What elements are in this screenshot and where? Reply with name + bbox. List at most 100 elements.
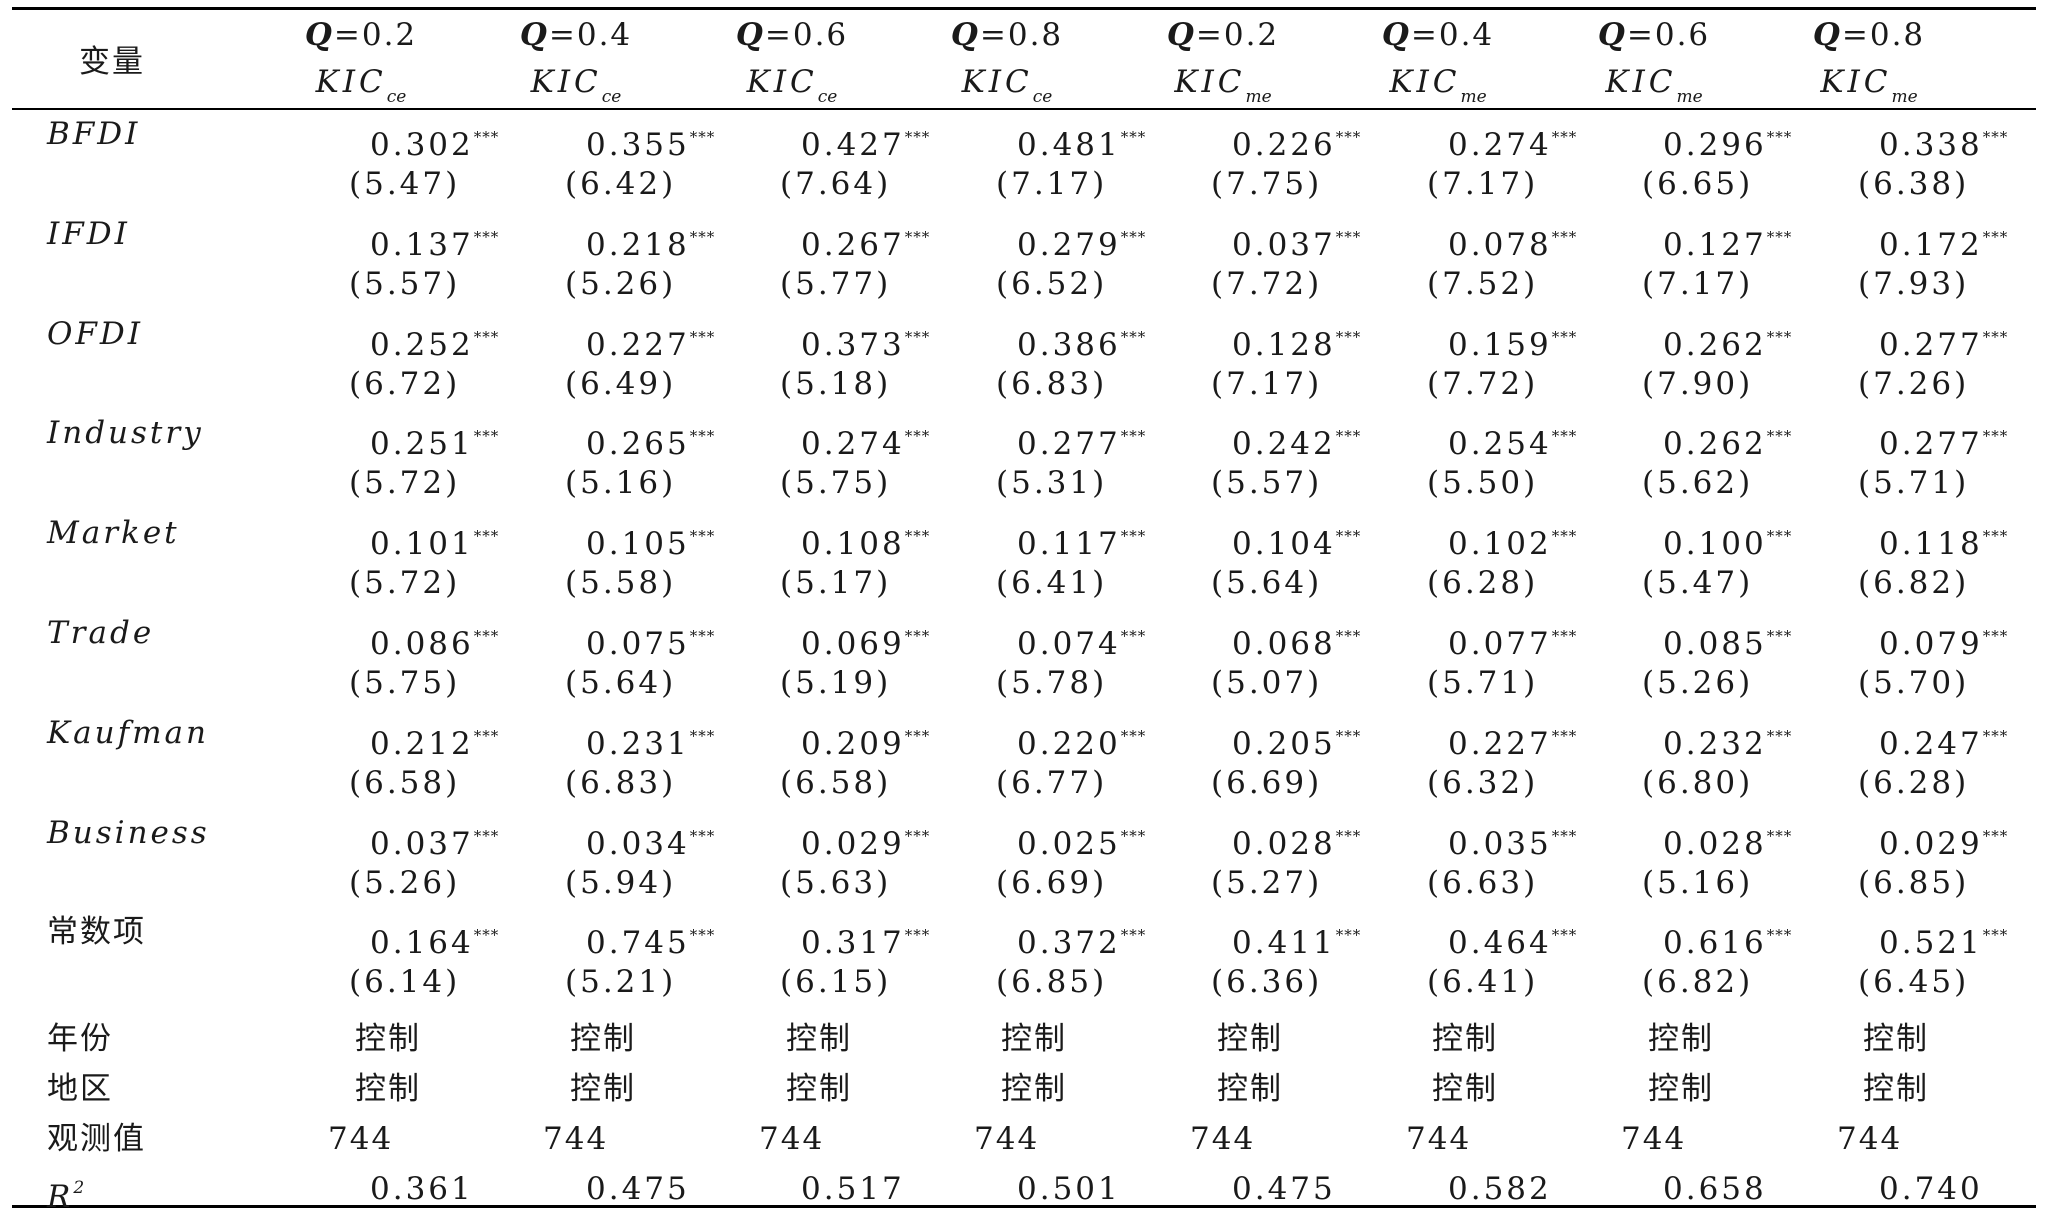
significance-stars: *** bbox=[689, 926, 716, 944]
t-statistic: (6.41) bbox=[1427, 964, 1539, 1000]
coefficient: 0.118*** bbox=[1879, 518, 2008, 562]
variable-label: 常数项 bbox=[47, 914, 146, 950]
coefficient: 0.108*** bbox=[801, 518, 930, 562]
observations-value: 744 bbox=[328, 1121, 394, 1157]
header-kic: KICme bbox=[1174, 64, 1271, 115]
r-squared-value: 0.475 bbox=[1232, 1171, 1336, 1207]
coefficient-value: 0.085 bbox=[1663, 626, 1767, 662]
observations-label: 观测值 bbox=[47, 1121, 146, 1157]
coefficient-value: 0.078 bbox=[1448, 227, 1552, 263]
quantile-value: =0.2 bbox=[333, 17, 418, 53]
coefficient: 0.267*** bbox=[801, 219, 930, 263]
variable-label: IFDI bbox=[47, 216, 130, 252]
t-statistic: (6.58) bbox=[780, 765, 892, 801]
significance-stars: *** bbox=[473, 727, 500, 745]
control-indicator: 控制 bbox=[570, 1021, 636, 1057]
observations-value: 744 bbox=[759, 1121, 825, 1157]
significance-stars: *** bbox=[1551, 427, 1578, 445]
t-statistic: (7.75) bbox=[1211, 166, 1323, 202]
significance-stars: *** bbox=[1120, 627, 1147, 645]
coefficient-value: 0.277 bbox=[1879, 426, 1983, 462]
coefficient: 0.227*** bbox=[1448, 718, 1577, 762]
control-indicator: 控制 bbox=[1217, 1071, 1283, 1107]
kic-subscript: ce bbox=[601, 87, 622, 107]
significance-stars: *** bbox=[1551, 827, 1578, 845]
control-indicator: 控制 bbox=[1863, 1021, 1929, 1057]
significance-stars: *** bbox=[689, 627, 716, 645]
coefficient-value: 0.137 bbox=[370, 227, 474, 263]
r-squared-value: 0.658 bbox=[1663, 1171, 1767, 1207]
header-quantile: Q=0.8 bbox=[1813, 17, 1925, 53]
t-statistic: (6.15) bbox=[780, 964, 892, 1000]
coefficient-value: 0.296 bbox=[1663, 127, 1767, 163]
significance-stars: *** bbox=[904, 228, 931, 246]
coefficient-value: 0.317 bbox=[801, 925, 905, 961]
significance-stars: *** bbox=[1335, 627, 1362, 645]
t-statistic: (6.14) bbox=[349, 964, 461, 1000]
coefficient: 0.481*** bbox=[1017, 119, 1146, 163]
coefficient: 0.296*** bbox=[1663, 119, 1792, 163]
control-indicator: 控制 bbox=[355, 1021, 421, 1057]
t-statistic: (6.36) bbox=[1211, 964, 1323, 1000]
quantile-symbol: Q bbox=[304, 17, 334, 53]
coefficient-value: 0.079 bbox=[1879, 626, 1983, 662]
observations-value: 744 bbox=[1837, 1121, 1903, 1157]
t-statistic: (5.21) bbox=[565, 964, 677, 1000]
significance-stars: *** bbox=[1982, 627, 2009, 645]
t-statistic: (7.72) bbox=[1211, 266, 1323, 302]
coefficient-value: 0.159 bbox=[1448, 327, 1552, 363]
coefficient: 0.254*** bbox=[1448, 418, 1577, 462]
coefficient-value: 0.251 bbox=[370, 426, 474, 462]
coefficient-value: 0.172 bbox=[1879, 227, 1983, 263]
coefficient: 0.075*** bbox=[586, 618, 715, 662]
t-statistic: (7.17) bbox=[1211, 366, 1323, 402]
t-statistic: (7.17) bbox=[1427, 166, 1539, 202]
coefficient-value: 0.262 bbox=[1663, 426, 1767, 462]
significance-stars: *** bbox=[1982, 926, 2009, 944]
coefficient: 0.069*** bbox=[801, 618, 930, 662]
t-statistic: (5.78) bbox=[996, 665, 1108, 701]
quantile-symbol: Q bbox=[1166, 17, 1196, 53]
coefficient-value: 0.218 bbox=[586, 227, 690, 263]
coefficient: 0.028*** bbox=[1232, 818, 1361, 862]
significance-stars: *** bbox=[1551, 926, 1578, 944]
significance-stars: *** bbox=[1120, 727, 1147, 745]
coefficient: 0.279*** bbox=[1017, 219, 1146, 263]
coefficient-value: 0.274 bbox=[1448, 127, 1552, 163]
control-indicator: 控制 bbox=[786, 1071, 852, 1107]
significance-stars: *** bbox=[1551, 527, 1578, 545]
quantile-symbol: Q bbox=[735, 17, 765, 53]
control-indicator: 控制 bbox=[1217, 1021, 1283, 1057]
coefficient: 0.117*** bbox=[1017, 518, 1146, 562]
r-squared-value: 0.501 bbox=[1017, 1171, 1121, 1207]
coefficient: 0.277*** bbox=[1879, 319, 2008, 363]
coefficient-value: 0.074 bbox=[1017, 626, 1121, 662]
t-statistic: (5.77) bbox=[780, 266, 892, 302]
r-squared-value: 0.517 bbox=[801, 1171, 905, 1207]
quantile-symbol: Q bbox=[1812, 17, 1842, 53]
coefficient: 0.105*** bbox=[586, 518, 715, 562]
bottom-rule bbox=[12, 1205, 2036, 1208]
kic-symbol: KIC bbox=[530, 64, 602, 100]
coefficient: 0.616*** bbox=[1663, 917, 1792, 961]
t-statistic: (7.64) bbox=[780, 166, 892, 202]
significance-stars: *** bbox=[473, 128, 500, 146]
kic-subscript: me bbox=[1891, 87, 1918, 107]
control-indicator: 控制 bbox=[1863, 1071, 1929, 1107]
coefficient: 0.355*** bbox=[586, 119, 715, 163]
variable-label: Kaufman bbox=[47, 715, 209, 751]
t-statistic: (7.93) bbox=[1858, 266, 1970, 302]
t-statistic: (7.26) bbox=[1858, 366, 1970, 402]
significance-stars: *** bbox=[1551, 228, 1578, 246]
coefficient: 0.386*** bbox=[1017, 319, 1146, 363]
quantile-value: =0.8 bbox=[1841, 17, 1926, 53]
significance-stars: *** bbox=[473, 228, 500, 246]
significance-stars: *** bbox=[1120, 527, 1147, 545]
coefficient-value: 0.128 bbox=[1232, 327, 1336, 363]
significance-stars: *** bbox=[1551, 328, 1578, 346]
coefficient-value: 0.100 bbox=[1663, 526, 1767, 562]
coefficient-value: 0.029 bbox=[801, 826, 905, 862]
significance-stars: *** bbox=[1766, 527, 1793, 545]
significance-stars: *** bbox=[904, 527, 931, 545]
t-statistic: (5.18) bbox=[780, 366, 892, 402]
